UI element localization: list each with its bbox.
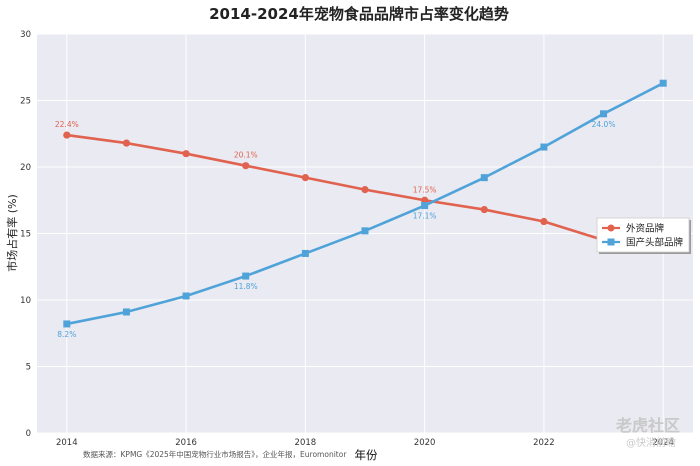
data-label: 17.1% (413, 212, 437, 221)
y-tick-label: 20 (20, 163, 31, 173)
data-point (301, 174, 309, 182)
data-point (63, 320, 71, 328)
x-tick-label: 2022 (533, 438, 555, 448)
x-axis-label: 年份 (355, 448, 378, 462)
x-tick-label: 2014 (56, 438, 78, 448)
data-point (540, 143, 548, 151)
legend-marker (607, 238, 615, 246)
data-label: 24.0% (592, 120, 616, 129)
chart-title: 2014-2024年宠物食品品牌市占率变化趋势 (209, 5, 509, 23)
legend-label: 国产头部品牌 (626, 237, 684, 249)
data-labels: 22.4% 20.1% 17.5% 8.2% 11.8% 17.1% 24.0% (55, 120, 616, 339)
legend-box (596, 217, 690, 253)
data-point (421, 196, 429, 204)
y-tick-label: 25 (20, 97, 31, 107)
watermark-text: 老虎社区 (615, 416, 680, 435)
data-label: 8.2% (57, 330, 76, 339)
y-tick-label: 10 (20, 296, 31, 306)
data-point (122, 139, 131, 147)
x-tick-label: 2024 (652, 438, 674, 448)
data-point (182, 150, 190, 158)
data-source: 数据来源：KPMG《2025年中国宠物行业市场报告》，企业年报，Euromoni… (83, 449, 347, 459)
data-point (63, 131, 71, 139)
data-label: 22.4% (55, 120, 79, 129)
watermark-subtext: @快消前瞻 (626, 436, 676, 449)
data-label: 20.1% (234, 151, 258, 160)
y-tick-label: 5 (26, 363, 31, 373)
data-point (122, 308, 130, 316)
y-tick-label: 15 (20, 230, 31, 240)
grid-lines (37, 33, 693, 434)
data-point (540, 217, 548, 226)
data-label: 17.5% (413, 185, 437, 194)
legend-label: 外资品牌 (626, 223, 665, 235)
data-point (182, 292, 190, 300)
data-point (600, 110, 608, 118)
data-point (242, 162, 250, 170)
series-2 (63, 79, 667, 328)
data-label: 11.8% (234, 282, 258, 291)
data-point (421, 202, 429, 210)
x-tick-label: 2018 (295, 438, 317, 448)
legend-marker (607, 224, 615, 232)
data-point (242, 272, 250, 280)
x-tick-label: 2016 (175, 438, 197, 448)
y-tick-label: 0 (26, 429, 31, 439)
data-point (301, 249, 309, 257)
y-tick-label: 30 (20, 30, 31, 40)
data-point (480, 174, 488, 182)
axes: 0 5 10 15 20 25 30 2014 2016 2018 2020 2022 2024 (20, 30, 674, 448)
data-point (361, 227, 369, 235)
data-point (659, 79, 667, 87)
data-point (480, 205, 488, 214)
x-tick-label: 2020 (414, 438, 436, 448)
y-axis-label: 市场占有率 (%) (5, 194, 19, 272)
data-point (361, 186, 369, 194)
